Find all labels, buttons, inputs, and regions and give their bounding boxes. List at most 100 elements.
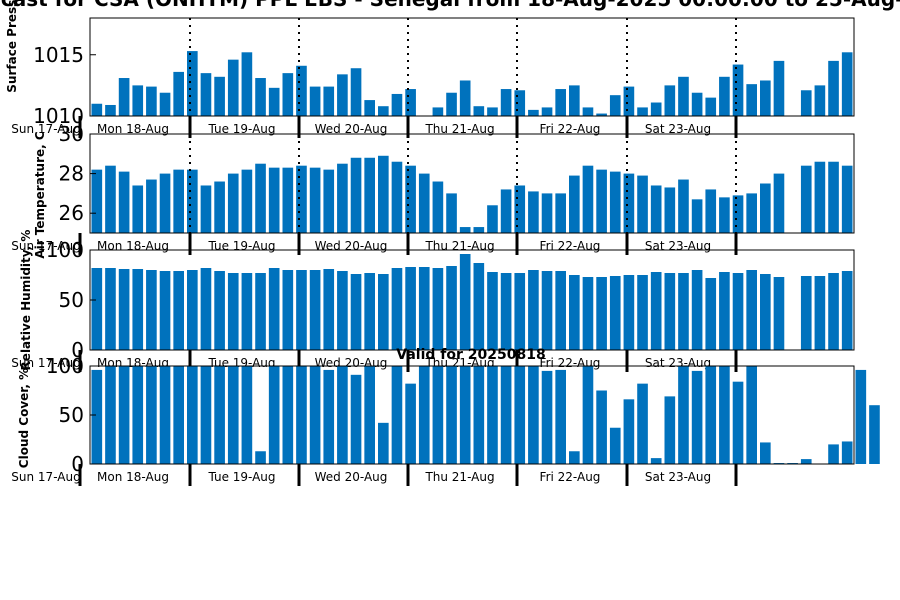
data-bar	[760, 183, 771, 233]
data-bar	[528, 109, 539, 117]
data-bar	[623, 275, 635, 350]
data-bar	[582, 366, 594, 464]
data-bar	[200, 185, 212, 233]
x-tick-label: Sat 23-Aug	[645, 470, 711, 484]
data-bar	[296, 165, 307, 233]
data-bar	[609, 171, 621, 233]
y-axis-label: Relative Humidity, %	[19, 230, 33, 371]
data-bar	[487, 272, 498, 350]
data-bar	[637, 275, 648, 350]
y-tick-label: 28	[59, 162, 84, 186]
data-bar	[650, 458, 662, 464]
data-bar	[132, 185, 144, 233]
data-bar	[691, 199, 703, 233]
data-bar	[732, 64, 744, 116]
data-bar	[132, 269, 144, 350]
x-tick-label: Tue 19-Aug	[207, 122, 275, 136]
data-bar	[814, 276, 826, 350]
x-tick-label: Mon 18-Aug	[97, 470, 169, 484]
x-tick-label: Thu 21-Aug	[424, 470, 494, 484]
data-bar	[105, 104, 116, 116]
data-bar	[214, 76, 225, 116]
data-bar	[678, 366, 689, 464]
x-tick-label: Thu 21-Aug	[424, 239, 494, 253]
axes-frame	[89, 133, 855, 234]
x-tick-label: Fri 22-Aug	[540, 122, 601, 136]
data-bar	[146, 179, 157, 233]
data-bar	[719, 76, 730, 116]
data-bar	[364, 366, 375, 464]
data-bar	[828, 161, 839, 233]
data-bar	[118, 171, 130, 233]
data-bar	[800, 90, 812, 116]
data-bar	[350, 374, 362, 464]
data-bar	[187, 169, 198, 233]
data-bar	[173, 169, 184, 233]
data-bar	[773, 277, 785, 350]
x-tick-label: Sat 23-Aug	[645, 239, 711, 253]
data-bar	[118, 269, 130, 350]
data-bar	[828, 444, 839, 464]
data-bar	[309, 366, 321, 464]
y-axis-label: Surface Pressure, mb	[5, 0, 19, 93]
data-bar	[159, 92, 171, 116]
data-bar	[91, 169, 103, 233]
data-bar	[364, 100, 375, 116]
data-bar	[309, 270, 321, 350]
data-bar	[541, 193, 553, 233]
data-bar	[691, 370, 703, 464]
data-bar	[214, 366, 225, 464]
data-bar	[391, 366, 403, 464]
data-bar	[514, 273, 526, 350]
data-bar	[650, 272, 662, 350]
data-bar	[337, 163, 348, 233]
y-tick-label: 100	[46, 238, 84, 262]
x-tick-label: Sat 23-Aug	[645, 356, 711, 370]
data-bar	[187, 51, 198, 116]
data-bar	[705, 278, 717, 350]
data-bar	[105, 165, 116, 233]
data-bar	[732, 273, 744, 350]
data-bar	[459, 80, 471, 116]
data-bar	[173, 271, 184, 350]
data-bar	[719, 366, 730, 464]
data-bar	[623, 86, 635, 116]
data-bar	[705, 366, 717, 464]
data-bar	[432, 268, 444, 350]
data-bar	[678, 179, 689, 233]
data-bar	[732, 381, 744, 464]
data-bar	[337, 74, 348, 116]
data-bar	[200, 268, 212, 350]
data-bar	[132, 366, 144, 464]
data-bar	[432, 107, 444, 116]
data-bar	[528, 270, 539, 350]
data-bar	[391, 268, 403, 350]
data-bar	[118, 78, 130, 116]
data-bar	[609, 427, 621, 464]
data-bar	[146, 86, 157, 116]
data-bar	[773, 173, 785, 233]
data-bar	[405, 383, 416, 464]
data-bar	[105, 268, 116, 350]
data-bar	[227, 173, 239, 233]
data-bar	[719, 197, 730, 233]
figure-title: Forecast for CSA (ONHTM) PPL EBS - Seneg…	[0, 0, 900, 11]
data-bar	[200, 73, 212, 117]
data-bar	[405, 267, 416, 350]
data-bar	[309, 167, 321, 233]
data-bar	[678, 76, 689, 116]
data-bar	[855, 369, 867, 464]
data-bar	[227, 59, 239, 116]
data-bar	[323, 369, 335, 464]
data-bar	[418, 173, 430, 233]
data-bar	[487, 107, 498, 116]
y-tick-label: 50	[59, 288, 84, 312]
data-bar	[664, 187, 676, 233]
y-tick-label: 50	[59, 403, 84, 427]
data-bar	[746, 84, 757, 116]
data-bar	[869, 405, 880, 464]
data-bar	[841, 165, 853, 233]
data-bar	[555, 271, 566, 350]
data-bar	[500, 89, 512, 116]
